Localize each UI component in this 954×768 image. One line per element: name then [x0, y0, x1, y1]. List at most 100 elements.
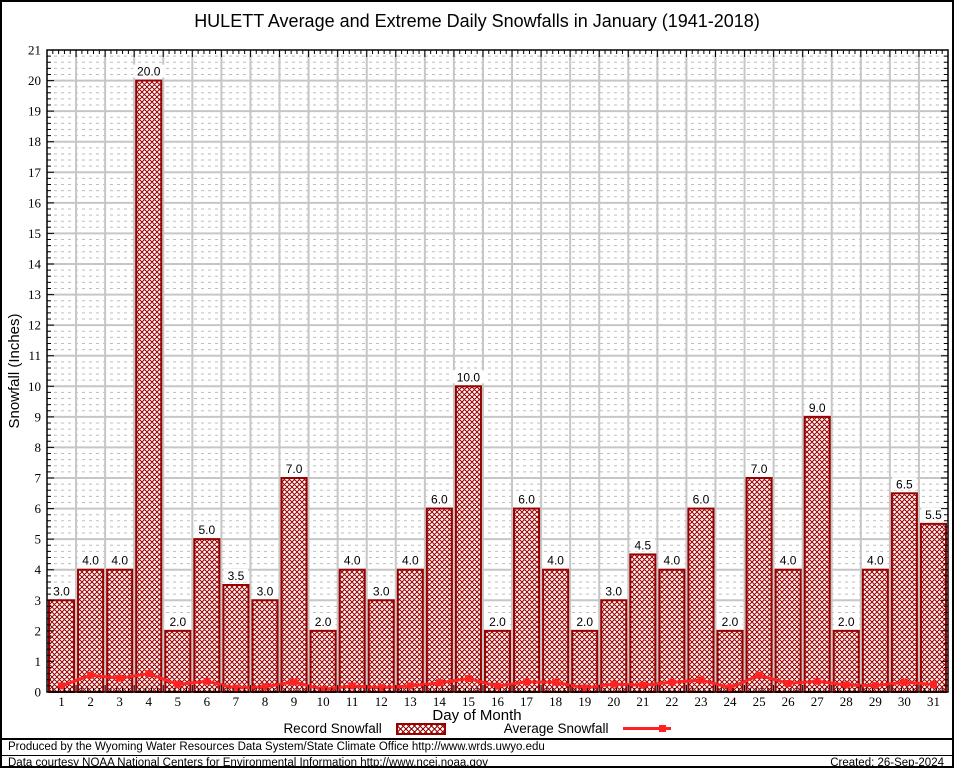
y-tick-label: 3 — [35, 593, 42, 608]
average-point — [116, 674, 124, 682]
footer-data-courtesy: Data courtesy NOAA National Centers for … — [8, 757, 489, 768]
record-bar — [338, 568, 366, 694]
average-point — [464, 675, 472, 683]
x-tick-label: 21 — [636, 694, 649, 709]
axis-ticks — [47, 50, 948, 692]
value-label: 6.0 — [431, 493, 448, 507]
average-point — [697, 676, 705, 684]
value-label-box — [717, 614, 743, 628]
record-bar — [658, 568, 686, 694]
y-tick-label: 13 — [28, 287, 41, 302]
average-point — [87, 671, 95, 679]
value-label: 7.0 — [751, 462, 768, 476]
value-label: 2.0 — [169, 615, 186, 629]
value-label: 4.0 — [867, 554, 884, 568]
record-bar — [367, 599, 395, 693]
x-tick-label: 20 — [607, 694, 620, 709]
record-bar — [629, 553, 657, 693]
y-tick-label: 5 — [35, 532, 42, 547]
value-label-box — [133, 64, 165, 78]
x-tick-label: 11 — [346, 694, 359, 709]
x-tick-label: 24 — [724, 694, 738, 709]
value-label: 3.5 — [228, 569, 245, 583]
average-point — [319, 686, 327, 694]
value-label: 10.0 — [457, 370, 481, 384]
value-label-box — [485, 614, 510, 628]
value-label-box — [427, 492, 452, 506]
record-bar — [425, 507, 453, 693]
average-point — [871, 682, 879, 690]
average-point — [755, 671, 763, 679]
value-label-box — [281, 462, 307, 475]
value-label-box — [252, 584, 278, 598]
y-tick-label: 17 — [28, 165, 42, 180]
value-label: 2.0 — [315, 615, 332, 629]
value-label-box — [194, 523, 220, 537]
x-tick-label: 8 — [262, 694, 269, 709]
value-label-box — [398, 553, 423, 567]
x-tick-label: 18 — [549, 694, 562, 709]
average-point — [261, 683, 269, 691]
y-tick-label: 7 — [35, 471, 42, 486]
value-label-box — [165, 614, 190, 628]
average-point — [552, 678, 560, 686]
value-label: 7.0 — [286, 462, 303, 476]
value-label: 6.5 — [896, 477, 913, 491]
value-label-box — [49, 584, 74, 598]
value-label: 3.0 — [605, 584, 622, 598]
x-tick-label: 19 — [578, 694, 591, 709]
record-bar — [600, 599, 628, 693]
record-bar — [716, 629, 744, 693]
average-point — [813, 677, 821, 685]
y-tick-label: 14 — [28, 257, 42, 272]
legend-average-swatch — [622, 724, 671, 733]
record-bar — [280, 477, 308, 693]
value-label: 3.0 — [373, 584, 390, 598]
x-tick-label: 3 — [116, 694, 123, 709]
legend-average-line — [622, 727, 671, 730]
value-label-box — [452, 370, 485, 384]
x-tick-label: 30 — [898, 694, 911, 709]
average-markers — [58, 670, 937, 694]
x-tick-label: 6 — [204, 694, 211, 709]
chart-title: HULETT Average and Extreme Daily Snowfal… — [194, 11, 760, 31]
average-point — [348, 682, 356, 690]
x-tick-label: 16 — [491, 694, 505, 709]
record-bar — [106, 568, 134, 694]
x-tick-label: 14 — [433, 694, 447, 709]
record-bar — [135, 79, 163, 693]
value-label-box — [543, 553, 568, 567]
average-point — [784, 679, 792, 687]
record-bar — [193, 538, 221, 694]
value-label-box — [805, 400, 830, 414]
y-axis-title: Snowfall (Inches) — [6, 313, 23, 429]
record-bar — [542, 568, 570, 694]
value-label: 20.0 — [137, 65, 161, 79]
average-point — [639, 681, 647, 689]
y-tick-label: 9 — [35, 409, 42, 424]
average-point — [203, 677, 211, 685]
y-tick-label: 2 — [35, 623, 42, 638]
value-label-box — [834, 614, 859, 628]
value-label-box — [601, 584, 626, 598]
value-label: 6.0 — [693, 493, 710, 507]
y-tick-label: 6 — [35, 501, 42, 516]
value-label-box — [223, 569, 249, 582]
x-tick-label: 13 — [404, 694, 417, 709]
average-point — [842, 681, 850, 689]
record-bar — [803, 415, 831, 693]
value-label: 5.0 — [199, 523, 216, 537]
x-tick-label: 15 — [462, 694, 475, 709]
value-label: 4.0 — [780, 554, 797, 568]
x-tick-label: 5 — [175, 694, 182, 709]
legend-average-marker — [658, 725, 666, 732]
average-point — [610, 680, 618, 688]
average-point — [290, 678, 298, 686]
x-tick-label: 23 — [694, 694, 707, 709]
record-bar — [48, 599, 76, 693]
y-tick-label: 4 — [35, 562, 42, 577]
value-label: 2.0 — [489, 615, 506, 629]
value-label: 3.0 — [53, 584, 70, 598]
